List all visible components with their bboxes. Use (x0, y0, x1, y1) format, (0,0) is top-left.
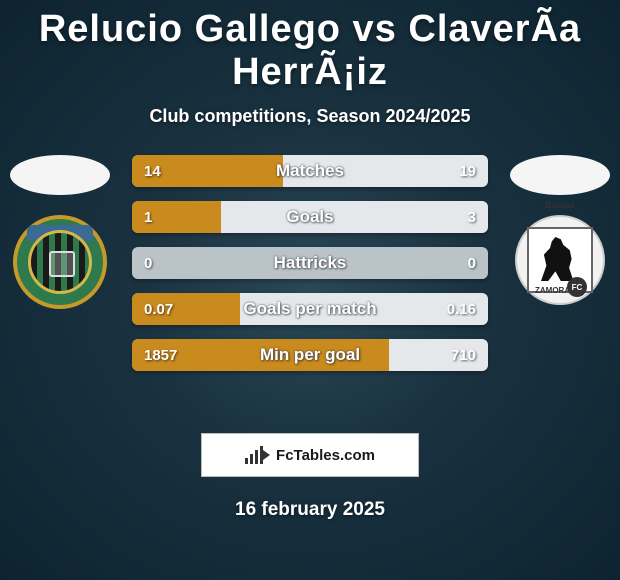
player-right-club-badge: Barinas ZAMORA FC (515, 215, 605, 305)
stat-value-right: 0 (468, 255, 476, 272)
page-subtitle: Club competitions, Season 2024/2025 (0, 106, 620, 127)
stat-label: Goals (132, 207, 488, 227)
stat-value-right: 0.16 (447, 301, 476, 318)
stat-label: Min per goal (132, 345, 488, 365)
stat-label: Hattricks (132, 253, 488, 273)
stat-row: Goals1 3 (132, 201, 488, 233)
stat-label: Matches (132, 161, 488, 181)
player-left-avatar (10, 155, 110, 195)
badge-right-fc-label: FC (567, 277, 587, 297)
player-left-column (0, 155, 120, 309)
player-left-club-badge (13, 215, 107, 309)
stat-row: Goals per match0.07 0.16 (132, 293, 488, 325)
date-label: 16 february 2025 (0, 499, 620, 521)
infographic-root: Relucio Gallego vs ClaverÃ­a HerrÃ¡iz Cl… (0, 0, 620, 580)
stat-row: Hattricks0 0 (132, 247, 488, 279)
fctables-text: FcTables.com (276, 447, 375, 464)
stat-row: Min per goal1857 710 (132, 339, 488, 371)
stat-value-right: 19 (459, 163, 476, 180)
stat-label: Goals per match (132, 299, 488, 319)
stat-value-right: 3 (468, 209, 476, 226)
stat-value-right: 710 (451, 347, 476, 364)
page-title: Relucio Gallego vs ClaverÃ­a HerrÃ¡iz (0, 0, 620, 94)
player-right-column: Barinas ZAMORA FC (500, 155, 620, 305)
comparison-area: Barinas ZAMORA FC Matches14 19 Goals1 3 Hatt… (0, 155, 620, 405)
stat-row: Matches14 19 (132, 155, 488, 187)
stat-value-left: 14 (144, 163, 161, 180)
stat-value-left: 0 (144, 255, 152, 272)
fctables-logo-icon (245, 446, 270, 464)
stat-value-left: 0.07 (144, 301, 173, 318)
stats-list: Matches14 19 Goals1 3 Hattricks0 0 Goals per m… (132, 155, 488, 371)
stat-value-left: 1857 (144, 347, 177, 364)
badge-right-shield: ZAMORA FC (527, 227, 593, 293)
badge-right-bottom-label: ZAMORA (535, 286, 570, 295)
player-right-avatar (510, 155, 610, 195)
fctables-watermark: FcTables.com (201, 433, 419, 477)
badge-left-shield (28, 230, 92, 294)
stat-value-left: 1 (144, 209, 152, 226)
badge-right-top-label: Barinas (517, 201, 603, 210)
badge-right-silhouette-icon (541, 237, 577, 281)
